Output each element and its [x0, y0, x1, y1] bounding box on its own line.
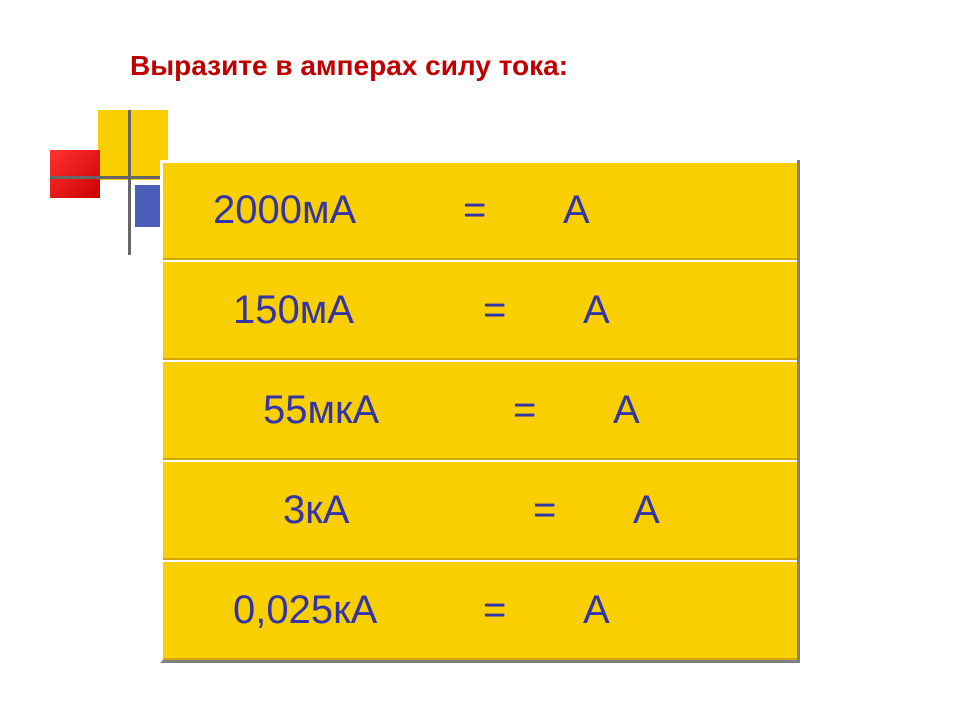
equals-sign: = — [513, 388, 553, 433]
rhs-unit: А — [523, 588, 610, 633]
table-row: 150мА = А — [163, 260, 797, 360]
rhs-unit: А — [503, 188, 590, 233]
lhs-value: 3кА — [283, 488, 533, 533]
table-row: 55мкА = А — [163, 360, 797, 460]
deco-red-square — [50, 150, 100, 198]
equals-sign: = — [483, 288, 523, 333]
deco-yellow-square — [98, 110, 168, 180]
lhs-value: 150мА — [233, 288, 483, 333]
conversion-table: 2000мА = А 150мА = А 55мкА = А 3кА = А 0… — [160, 160, 800, 663]
deco-vertical-line — [128, 110, 131, 255]
equals-sign: = — [463, 188, 503, 233]
table-row: 2000мА = А — [163, 160, 797, 260]
rhs-unit: А — [573, 488, 660, 533]
lhs-value: 0,025кА — [233, 588, 483, 633]
slide-title: Выразите в амперах силу тока: — [130, 50, 568, 82]
lhs-value: 55мкА — [263, 388, 513, 433]
rhs-unit: А — [553, 388, 640, 433]
lhs-value: 2000мА — [213, 188, 463, 233]
table-row: 0,025кА = А — [163, 560, 797, 660]
table-row: 3кА = А — [163, 460, 797, 560]
rhs-unit: А — [523, 288, 610, 333]
equals-sign: = — [483, 588, 523, 633]
equals-sign: = — [533, 488, 573, 533]
